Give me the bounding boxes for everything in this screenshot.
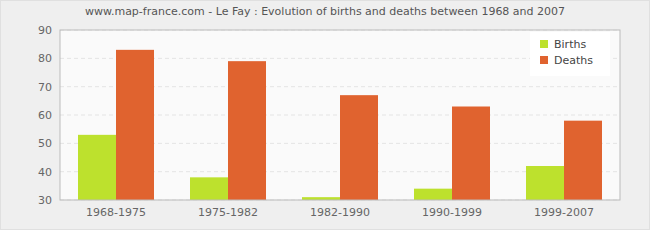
x-tick-label: 1968-1975 [86,206,146,219]
x-tick-label: 1990-1999 [422,206,482,219]
plot-frame [60,30,620,200]
y-tick-label: 60 [38,109,52,122]
bar [564,121,602,200]
plot-area [60,30,620,200]
y-tick-label: 80 [38,52,52,65]
chart-svg: www.map-france.com - Le Fay : Evolution … [0,0,650,230]
chart-container: www.map-france.com - Le Fay : Evolution … [0,0,650,230]
bar [228,61,266,200]
y-tick-label: 50 [38,137,52,150]
title: www.map-france.com - Le Fay : Evolution … [85,5,565,18]
legend-swatch [540,40,548,48]
bar [526,166,564,200]
y-tick-label: 40 [38,166,52,179]
bar [78,135,116,200]
bar [116,50,154,200]
bars [78,50,602,200]
legend-label: Deaths [554,54,593,67]
background [1,1,650,230]
x-tick-label: 1982-1990 [310,206,370,219]
legend-label: Births [554,38,586,51]
y-tick-label: 90 [38,24,52,37]
bar [452,107,490,201]
x-tick-label: 1975-1982 [198,206,258,219]
legend: Births Deaths [530,32,610,76]
legend-swatch [540,56,548,64]
bar [414,189,452,200]
y-tick-label: 30 [38,194,52,207]
legend-box [530,32,610,76]
bar [340,95,378,200]
x-tick-label: 1999-2007 [534,206,594,219]
y-tick-label: 70 [38,81,52,94]
bar [190,177,228,200]
